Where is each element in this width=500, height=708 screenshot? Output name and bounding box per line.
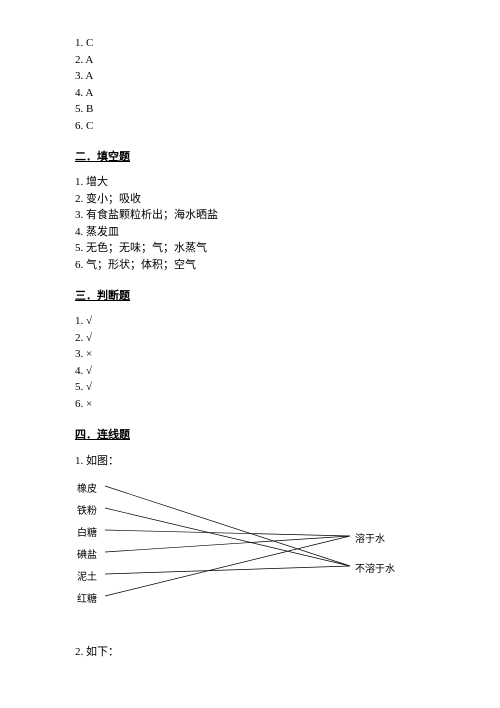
answer-item: 3. A	[75, 68, 425, 85]
answer-item: 1. C	[75, 35, 425, 52]
section1-answers: 1. C 2. A 3. A 4. A 5. B 6. C	[75, 35, 425, 134]
section3-heading: 三．判断题	[75, 287, 425, 303]
section4-intro: 1. 如图：	[75, 452, 425, 468]
fill-item: 4. 蒸发皿	[75, 224, 425, 241]
fill-item: 1. 增大	[75, 174, 425, 191]
section2-list: 1. 增大 2. 变小；吸收 3. 有食盐颗粒析出；海水晒盐 4. 蒸发皿 5.…	[75, 174, 425, 273]
diagram-left-label: 红糖	[77, 590, 97, 605]
judge-item: 2. √	[75, 330, 425, 347]
judge-item: 4. √	[75, 363, 425, 380]
answer-item: 6. C	[75, 118, 425, 135]
diagram-left-label: 白糖	[77, 524, 97, 539]
answer-item: 2. A	[75, 52, 425, 69]
fill-item: 2. 变小；吸收	[75, 191, 425, 208]
fill-item: 6. 气；形状；体积；空气	[75, 257, 425, 274]
judge-item: 6. ×	[75, 396, 425, 413]
section2-heading: 二．填空题	[75, 148, 425, 164]
diagram-right-label: 溶于水	[355, 530, 385, 545]
diagram-left-label: 泥土	[77, 568, 97, 583]
judge-item: 3. ×	[75, 346, 425, 363]
matching-diagram: 橡皮铁粉白糖碘盐泥土红糖 溶于水不溶于水	[65, 480, 425, 625]
fill-item: 5. 无色；无味；气；水蒸气	[75, 240, 425, 257]
fill-item: 3. 有食盐颗粒析出；海水晒盐	[75, 207, 425, 224]
connection-lines	[65, 480, 425, 625]
section4-footer: 2. 如下：	[75, 643, 425, 659]
section3-list: 1. √ 2. √ 3. × 4. √ 5. √ 6. ×	[75, 313, 425, 412]
judge-item: 1. √	[75, 313, 425, 330]
answer-item: 5. B	[75, 101, 425, 118]
diagram-right-label: 不溶于水	[355, 560, 395, 575]
answer-item: 4. A	[75, 85, 425, 102]
judge-item: 5. √	[75, 379, 425, 396]
section4-heading: 四．连线题	[75, 426, 425, 442]
diagram-left-label: 橡皮	[77, 480, 97, 495]
diagram-left-label: 碘盐	[77, 546, 97, 561]
diagram-left-label: 铁粉	[77, 502, 97, 517]
